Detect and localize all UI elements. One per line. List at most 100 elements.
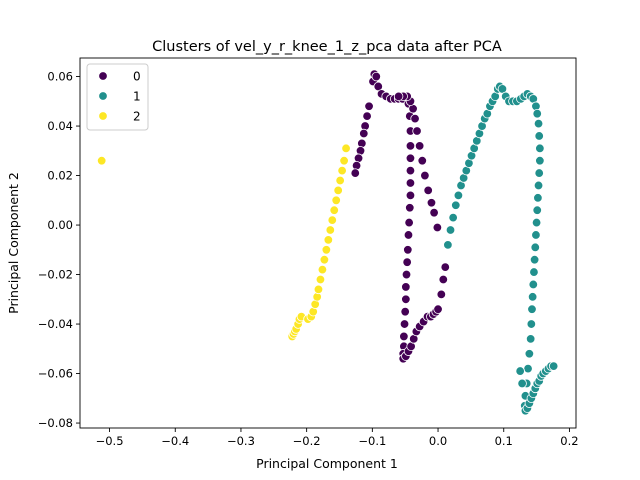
points-layer bbox=[96, 69, 559, 416]
data-point-cluster-0 bbox=[405, 141, 416, 151]
data-point-cluster-0 bbox=[364, 101, 374, 111]
data-point-cluster-0 bbox=[420, 170, 430, 181]
data-point-cluster-1 bbox=[531, 230, 541, 240]
x-tick-label: 0.0 bbox=[429, 434, 447, 448]
data-point-cluster-0 bbox=[440, 262, 450, 272]
data-point-cluster-0 bbox=[436, 289, 447, 300]
data-point-cluster-1 bbox=[524, 349, 535, 359]
data-point-cluster-1 bbox=[534, 131, 544, 141]
data-point-cluster-0 bbox=[405, 178, 416, 188]
x-tick-label: −0.2 bbox=[293, 434, 321, 448]
data-point-cluster-1 bbox=[448, 212, 458, 223]
data-point-cluster-0 bbox=[371, 71, 381, 82]
data-point-cluster-0 bbox=[438, 274, 449, 285]
y-tick-label: −0.06 bbox=[38, 367, 73, 381]
y-axis-ticks: −0.08 −0.06 −0.04 −0.02 0.00 0.02 0.04 0.06 bbox=[38, 70, 80, 430]
data-point-cluster-0 bbox=[399, 331, 409, 342]
data-point-cluster-0 bbox=[393, 91, 404, 102]
data-point-cluster-2 bbox=[341, 143, 351, 154]
data-point-cluster-1 bbox=[534, 168, 544, 178]
x-tick-label: −0.3 bbox=[227, 434, 255, 448]
data-point-cluster-1 bbox=[515, 366, 525, 376]
x-axis-ticks: −0.5 −0.4 −0.3 −0.2 −0.1 0.0 0.1 0.2 bbox=[96, 428, 579, 448]
data-point-cluster-2 bbox=[325, 225, 336, 235]
data-point-cluster-2 bbox=[331, 195, 341, 206]
chart-title: Clusters of vel_y_r_knee_1_z_pca data af… bbox=[152, 39, 502, 55]
data-point-cluster-0 bbox=[410, 113, 420, 124]
data-point-cluster-1 bbox=[535, 156, 545, 166]
data-point-cluster-1 bbox=[529, 267, 539, 277]
legend-label-1: 1 bbox=[133, 90, 141, 104]
data-point-cluster-0 bbox=[412, 126, 422, 136]
legend: 0 1 2 bbox=[86, 63, 149, 131]
data-point-cluster-1 bbox=[532, 108, 542, 119]
data-point-cluster-1 bbox=[517, 378, 527, 389]
data-point-cluster-0 bbox=[426, 198, 437, 208]
data-point-cluster-0 bbox=[400, 306, 410, 317]
data-point-cluster-1 bbox=[451, 200, 461, 210]
data-point-cluster-0 bbox=[405, 190, 416, 201]
data-point-cluster-2 bbox=[313, 284, 324, 295]
data-point-cluster-1 bbox=[445, 225, 456, 235]
data-point-cluster-0 bbox=[433, 304, 443, 314]
data-point-cluster-0 bbox=[405, 153, 416, 163]
y-tick-label: 0.04 bbox=[47, 119, 73, 133]
legend-marker-0 bbox=[98, 71, 108, 81]
x-axis-label: Principal Component 1 bbox=[256, 456, 398, 471]
data-point-cluster-0 bbox=[399, 319, 410, 329]
data-point-cluster-1 bbox=[548, 361, 559, 371]
y-tick-label: −0.04 bbox=[38, 317, 73, 331]
data-point-cluster-2 bbox=[333, 185, 343, 196]
y-tick-label: 0.06 bbox=[47, 70, 73, 84]
x-tick-label: 0.2 bbox=[560, 434, 578, 448]
data-point-cluster-0 bbox=[401, 294, 411, 305]
data-point-cluster-1 bbox=[533, 193, 543, 203]
x-tick-label: −0.5 bbox=[96, 434, 124, 448]
data-point-cluster-1 bbox=[453, 190, 464, 201]
data-point-cluster-1 bbox=[530, 242, 540, 253]
data-point-cluster-0 bbox=[414, 141, 425, 151]
x-tick-label: 0.1 bbox=[495, 434, 513, 448]
y-tick-label: 0.02 bbox=[47, 169, 73, 183]
data-point-cluster-1 bbox=[443, 240, 453, 250]
data-point-cluster-2 bbox=[323, 235, 334, 245]
data-point-cluster-0 bbox=[405, 203, 415, 213]
legend-marker-2 bbox=[98, 111, 108, 121]
x-tick-label: −0.4 bbox=[161, 434, 189, 448]
data-point-cluster-0 bbox=[432, 222, 443, 233]
legend-label-2: 2 bbox=[133, 110, 141, 124]
data-point-cluster-2 bbox=[327, 215, 337, 225]
data-point-cluster-2 bbox=[337, 165, 347, 176]
y-axis-label: Principal Component 2 bbox=[6, 172, 21, 314]
data-point-cluster-0 bbox=[405, 165, 416, 176]
data-point-cluster-2 bbox=[339, 156, 349, 166]
data-point-cluster-1 bbox=[531, 217, 542, 228]
data-point-cluster-1 bbox=[533, 180, 544, 191]
data-point-cluster-2 bbox=[335, 175, 345, 186]
plot-frame bbox=[79, 57, 577, 429]
data-point-cluster-0 bbox=[401, 282, 411, 292]
data-point-cluster-0 bbox=[429, 207, 439, 218]
data-point-cluster-2 bbox=[319, 255, 330, 265]
y-tick-label: −0.02 bbox=[38, 268, 73, 282]
y-tick-label: −0.08 bbox=[38, 416, 73, 430]
data-point-cluster-0 bbox=[362, 111, 372, 121]
data-point-cluster-1 bbox=[523, 363, 533, 374]
data-point-cluster-1 bbox=[527, 304, 537, 314]
data-point-cluster-0 bbox=[403, 245, 413, 255]
data-point-cluster-0 bbox=[402, 257, 412, 267]
data-point-cluster-0 bbox=[404, 217, 414, 228]
data-point-cluster-1 bbox=[535, 143, 545, 154]
data-point-cluster-2 bbox=[329, 205, 339, 215]
plot-area: −0.5 −0.4 −0.3 −0.2 −0.1 0.0 0.1 0.2 −0.08 −0.06… bbox=[38, 57, 579, 448]
data-point-cluster-0 bbox=[423, 185, 433, 196]
data-point-cluster-0 bbox=[350, 168, 360, 178]
data-point-cluster-2 bbox=[321, 245, 332, 255]
data-point-cluster-2 bbox=[96, 156, 107, 166]
data-point-cluster-2 bbox=[315, 274, 326, 285]
data-point-cluster-1 bbox=[529, 255, 540, 265]
data-point-cluster-1 bbox=[533, 118, 544, 129]
data-point-cluster-2 bbox=[317, 264, 328, 275]
x-tick-label: −0.1 bbox=[358, 434, 386, 448]
data-point-cluster-0 bbox=[417, 156, 427, 166]
